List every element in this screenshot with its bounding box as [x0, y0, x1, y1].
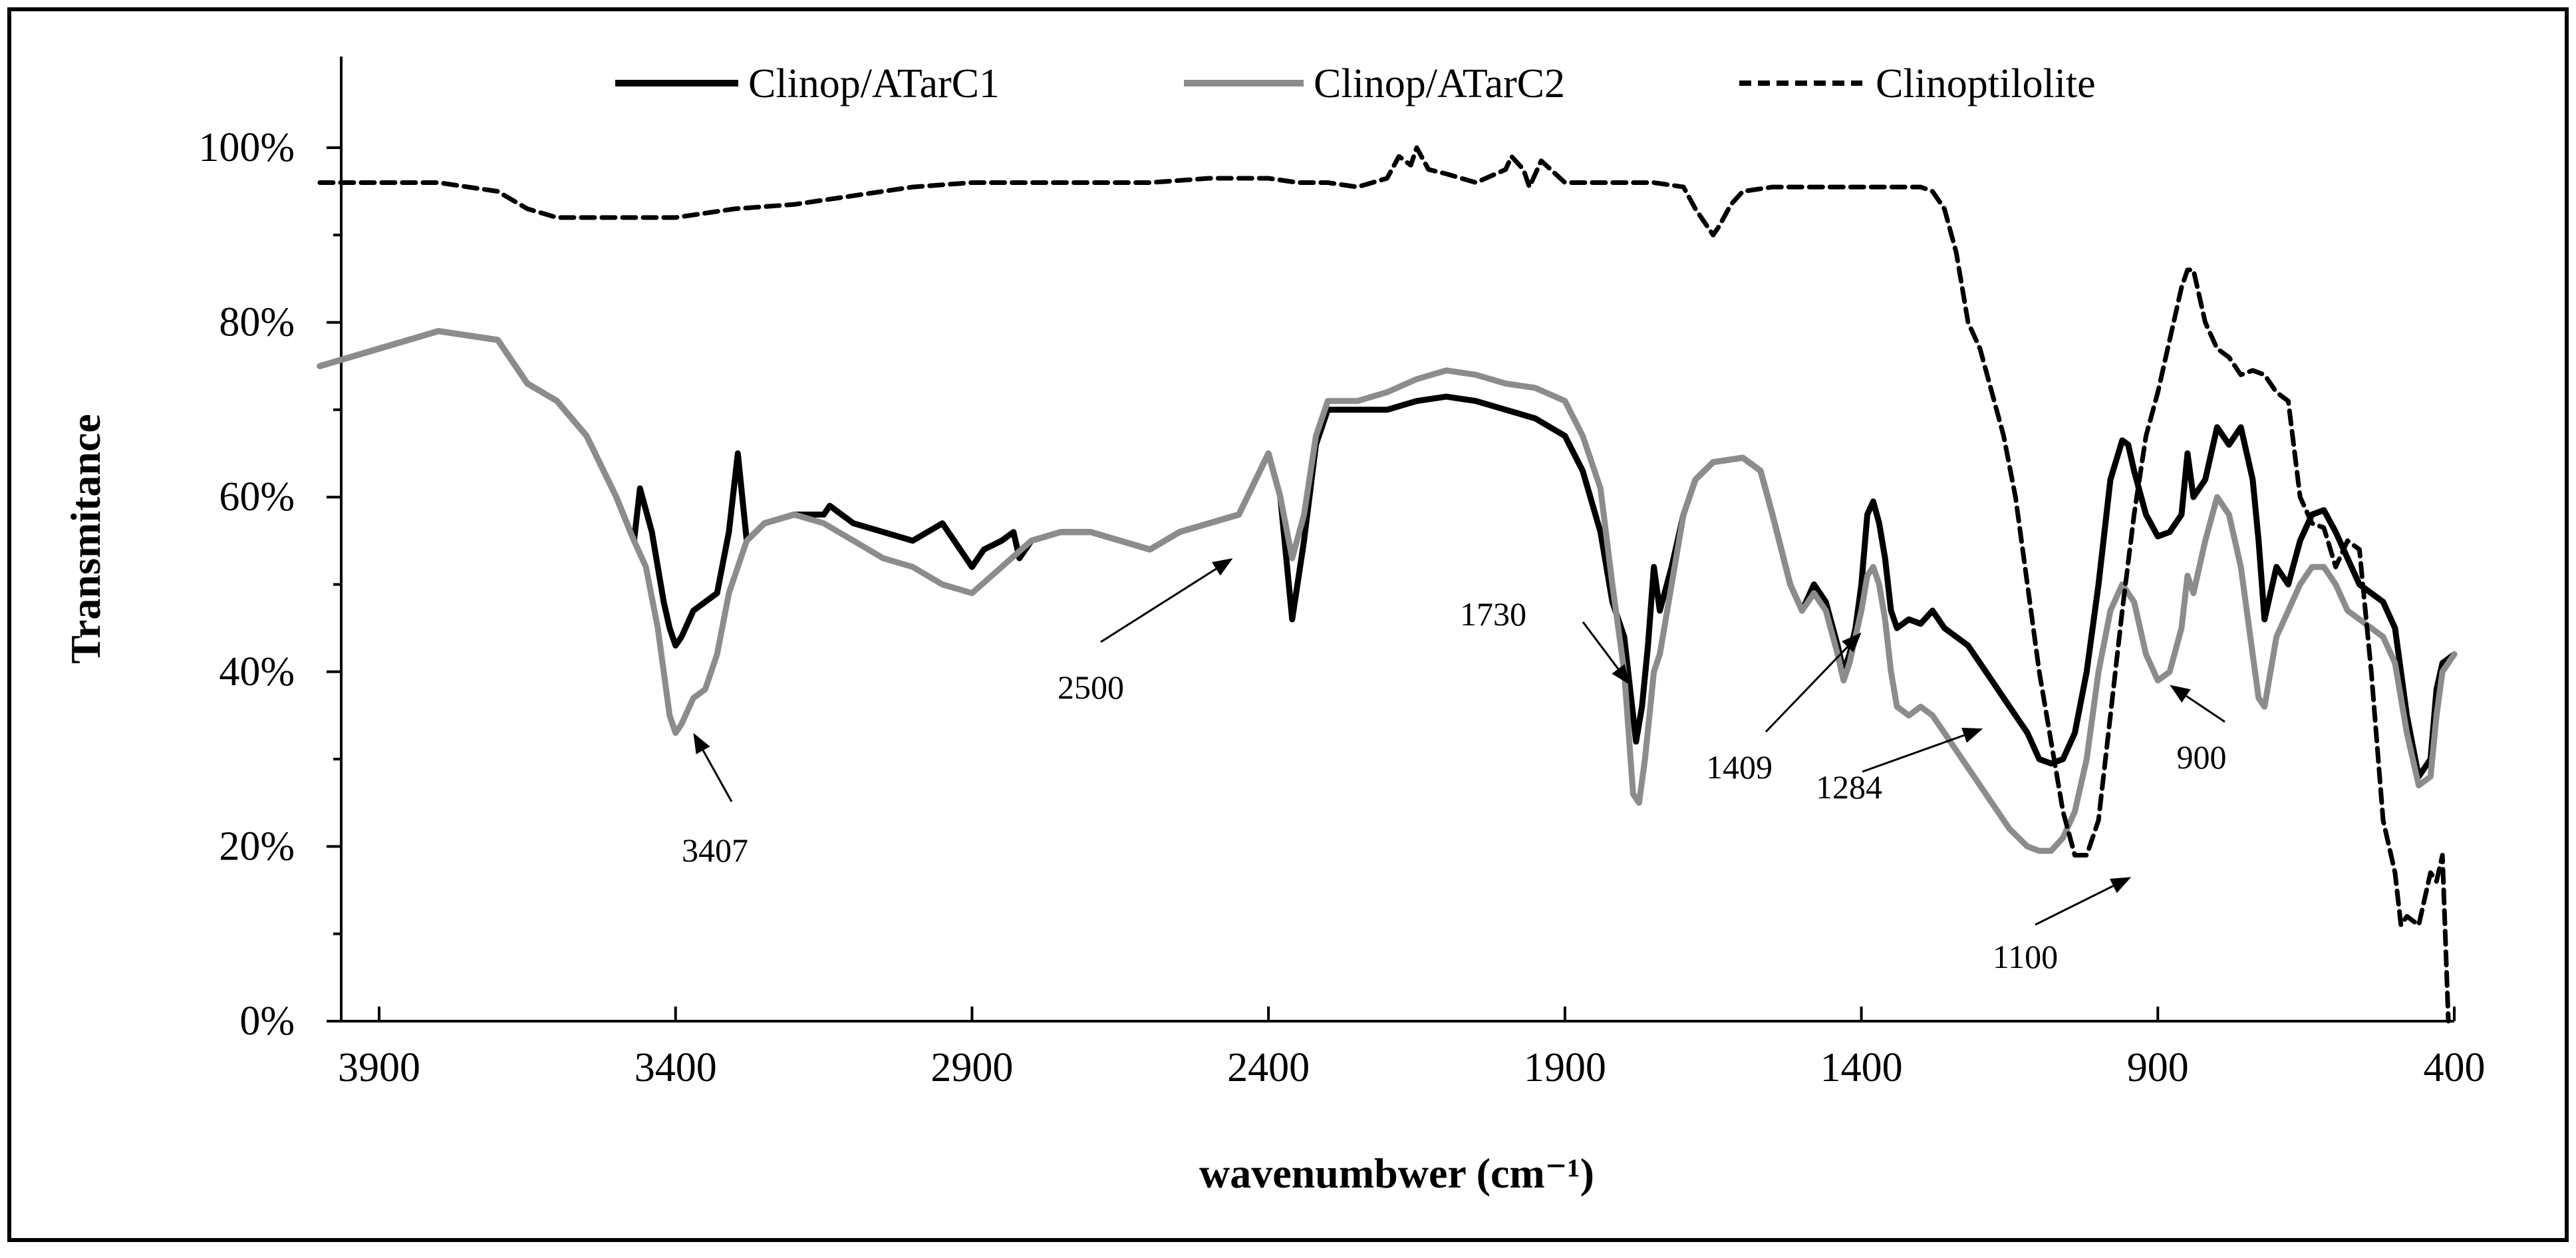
annotation-arrow-1730 [1582, 621, 1620, 670]
series-clinop-atarc2 [317, 328, 2458, 854]
annotation-arrowhead-1409 [1842, 632, 1862, 653]
annotation-arrow-900 [2186, 695, 2225, 723]
x-axis-ticks: 3900 3400 2900 2400 1900 1400 900 400 [338, 1007, 2486, 1090]
x-tick-label: 2400 [1227, 1045, 1310, 1090]
x-tick-label: 900 [2127, 1045, 2189, 1090]
series-group [317, 145, 2458, 1024]
y-tick-label: 0% [239, 999, 295, 1044]
y-tick-label: 100% [198, 125, 295, 170]
annotation-label-2500: 2500 [1058, 669, 1124, 706]
annotations: 3407 2500 1730 1409 1284 1100 900 [682, 558, 2227, 975]
x-tick-label: 2900 [930, 1045, 1013, 1090]
annotation-arrowhead-1730 [1612, 664, 1630, 685]
annotation-arrow-3407 [702, 750, 733, 802]
y-tick-label: 20% [219, 824, 295, 869]
annotation-label-1730: 1730 [1460, 595, 1526, 633]
legend: Clinop/ATarC1 Clinop/ATarC2 Clinoptiloli… [615, 61, 2096, 106]
annotation-label-1284: 1284 [1816, 768, 1882, 806]
annotation-label-1100: 1100 [1993, 938, 2058, 975]
axes [340, 57, 2454, 1022]
y-axis-title: Transmitance [62, 414, 109, 664]
annotation-arrow-1409 [1765, 646, 1848, 733]
legend-label-clinop-atarc2: Clinop/ATarC2 [1314, 61, 1565, 106]
x-tick-label: 3900 [338, 1045, 420, 1090]
annotation-arrowhead-1100 [2109, 877, 2132, 893]
annotation-arrowhead-900 [2170, 685, 2191, 703]
annotation-arrow-1100 [2035, 885, 2114, 926]
y-tick-label: 80% [219, 300, 295, 345]
annotation-arrowhead-2500 [1211, 558, 1233, 576]
annotation-label-1409: 1409 [1706, 748, 1773, 786]
x-tick-label: 1900 [1524, 1045, 1606, 1090]
annotation-label-3407: 3407 [682, 832, 748, 869]
x-tick-label: 3400 [635, 1045, 717, 1090]
legend-label-clinop-atarc1: Clinop/ATarC1 [748, 61, 1000, 106]
series-clinoptilolite [317, 145, 2451, 1024]
y-axis-ticks: 0% 20% 40% 60% 80% 100% [198, 125, 341, 1044]
legend-label-clinoptilolite: Clinoptilolite [1876, 61, 2096, 106]
x-tick-label: 400 [2424, 1045, 2486, 1090]
annotation-arrow-1284 [1862, 734, 1965, 773]
annotation-label-900: 900 [2177, 738, 2227, 776]
annotation-arrowhead-3407 [693, 732, 710, 754]
y-tick-label: 40% [219, 649, 295, 695]
annotation-arrow-2500 [1100, 567, 1217, 643]
x-axis-title: wavenumbwer (cm⁻¹) [1199, 1150, 1594, 1197]
x-tick-label: 1400 [1820, 1045, 1903, 1090]
annotation-arrowhead-1284 [1961, 727, 1983, 743]
y-tick-label: 60% [219, 474, 295, 520]
